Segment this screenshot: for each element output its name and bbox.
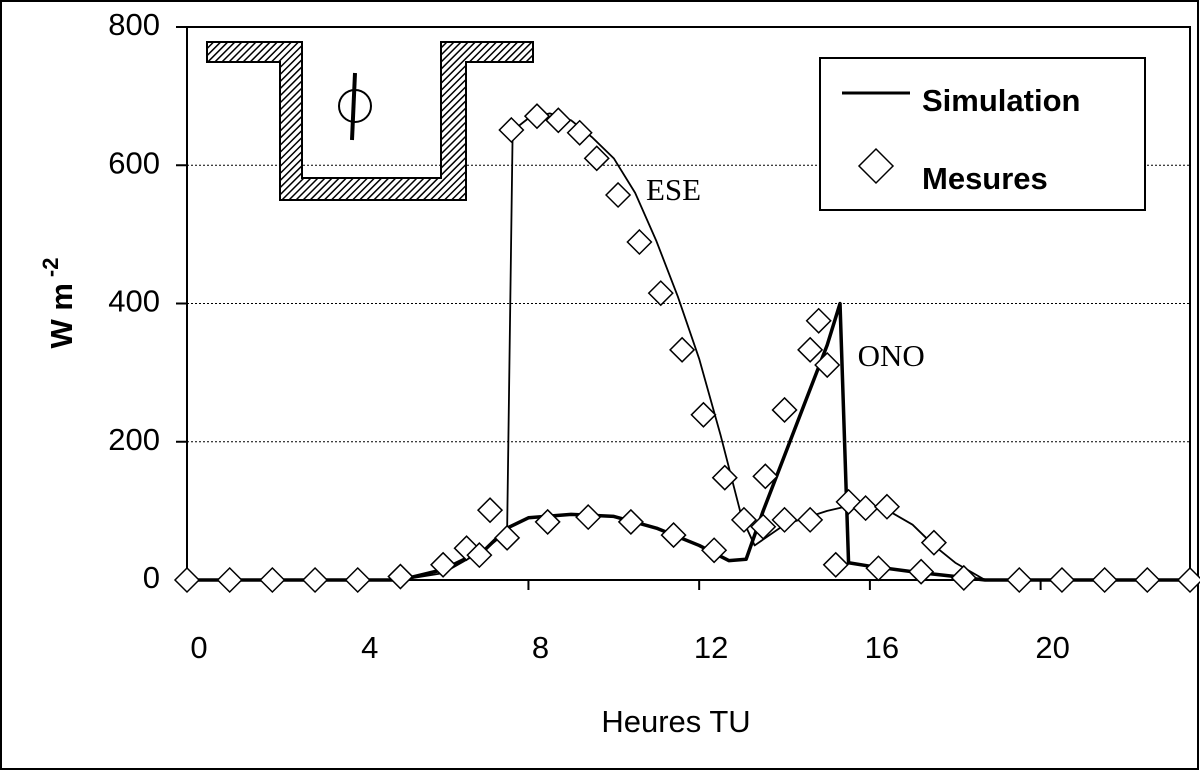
measurement-point <box>523 103 551 130</box>
measurement-point <box>669 336 696 363</box>
measurement-point <box>545 107 572 134</box>
measurement-point <box>730 506 758 533</box>
measurement-point <box>1091 566 1118 594</box>
measurement-point <box>908 558 935 585</box>
y-tick-label: 400 <box>108 284 160 319</box>
measurement-point <box>216 566 243 594</box>
legend-marker <box>857 147 895 185</box>
measurement-point <box>466 542 493 569</box>
measurement-point <box>498 116 525 144</box>
measurement-point <box>711 464 738 491</box>
measurement-point <box>660 522 687 549</box>
legend: Simulation Mesures <box>819 57 1146 211</box>
measurement-point <box>822 551 849 578</box>
measurement-point <box>301 566 329 594</box>
measurement-point <box>1048 566 1076 594</box>
measurement-point <box>173 566 201 594</box>
measurement-point <box>647 280 674 307</box>
x-axis-label: Heures TU <box>601 704 750 739</box>
y-tick-label: 0 <box>143 560 160 595</box>
measurement-point <box>771 396 798 424</box>
annotation: ONO <box>858 338 925 373</box>
legend-label: Simulation <box>922 83 1080 118</box>
y-tick-label: 200 <box>108 422 160 457</box>
y-tick-label: 800 <box>108 7 160 42</box>
measurement-point <box>1006 566 1033 594</box>
x-tick-label: 20 <box>1035 630 1069 665</box>
measurement-point <box>617 508 644 535</box>
canyon-shape <box>206 41 534 201</box>
measurement-point <box>1176 566 1200 594</box>
measurement-point <box>605 181 632 209</box>
measurement-point <box>575 504 602 531</box>
measurement-point <box>873 493 901 520</box>
y-tick-label: 600 <box>108 145 160 180</box>
measurement-point <box>805 307 832 334</box>
inset-diagram <box>206 41 534 201</box>
x-tick-label: 0 <box>190 630 207 665</box>
measurement-point <box>387 563 414 590</box>
measurement-point <box>583 145 610 172</box>
x-tick-label: 16 <box>865 630 899 665</box>
y-axis-label: W m-2 <box>38 258 79 349</box>
measurement-point <box>690 401 717 428</box>
measurement-point <box>797 506 824 533</box>
measurement-point <box>797 336 824 363</box>
annotation: ESE <box>646 172 701 207</box>
measurement-point <box>344 566 371 594</box>
measurement-point <box>534 508 561 535</box>
x-tick-label: 12 <box>694 630 728 665</box>
legend-box <box>819 57 1146 211</box>
measurement-point <box>494 524 521 551</box>
sensor-bar <box>350 72 357 141</box>
measurement-point <box>950 564 977 591</box>
measurement-point <box>566 119 593 146</box>
measurement-point <box>430 551 457 578</box>
measurement-point <box>1134 566 1161 594</box>
x-tick-label: 4 <box>361 630 378 665</box>
legend-label: Mesures <box>922 161 1048 196</box>
measurement-point <box>814 351 841 379</box>
simulation-line <box>187 112 1190 581</box>
measurement-point <box>920 529 947 556</box>
measurement-point <box>835 488 862 515</box>
measurement-point <box>259 566 286 594</box>
measurement-point <box>865 555 892 582</box>
measurement-point <box>701 537 728 564</box>
measurement-point <box>771 506 798 533</box>
measurement-point <box>852 495 879 522</box>
measurement-point <box>626 228 653 256</box>
measurement-point <box>750 513 777 540</box>
measurement-point <box>752 463 779 490</box>
measurement-point <box>476 497 504 524</box>
x-tick-label: 8 <box>532 630 549 665</box>
measurement-point <box>453 535 480 562</box>
